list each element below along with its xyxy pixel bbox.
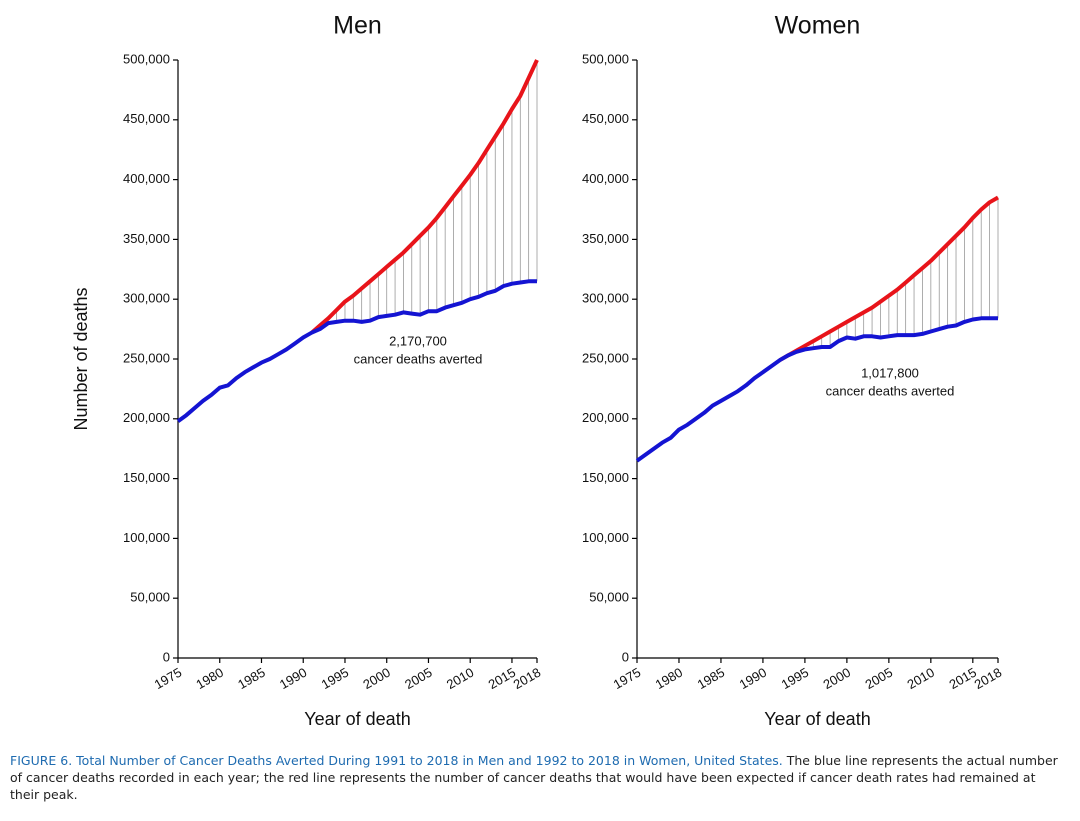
y-tick-label: 300,000 (123, 291, 170, 306)
annotation: 2,170,700 (389, 333, 447, 348)
x-tick-label: 1995 (319, 665, 352, 692)
caption-label: FIGURE 6. Total Number of Cancer Deaths … (10, 753, 783, 768)
chart-title: Women (775, 12, 861, 40)
charts: Men 0 50,000 100,000 150,000 200,000 250,000 30… (71, 12, 1005, 729)
x-tick-label: 1980 (653, 665, 686, 692)
y-tick-label: 500,000 (582, 51, 629, 66)
x-axis-label: Year of death (764, 709, 870, 729)
x-tick-label: 1975 (152, 665, 185, 692)
y-tick-label: 200,000 (582, 410, 629, 425)
x-tick-label: 1985 (235, 665, 268, 692)
y-tick-label: 450,000 (123, 111, 170, 126)
y-tick-label: 0 (163, 649, 170, 664)
x-tick-label: 1990 (737, 665, 770, 692)
y-tick-label: 350,000 (582, 231, 629, 246)
x-tick-label: 2000 (821, 665, 854, 692)
y-tick-label: 100,000 (582, 530, 629, 545)
x-axis-label: Year of death (304, 709, 410, 729)
y-tick-label: 400,000 (123, 171, 170, 186)
annotation: cancer deaths averted (826, 383, 955, 398)
annotation: cancer deaths averted (354, 351, 483, 366)
y-tick-label: 150,000 (582, 470, 629, 485)
y-tick-label: 50,000 (589, 590, 629, 605)
annotation: 1,017,800 (861, 365, 919, 380)
y-tick-label: 250,000 (582, 350, 629, 365)
caption-text: The blue line represents the actual numb… (10, 753, 1058, 802)
x-tick-label: 1985 (695, 665, 728, 692)
x-tick-label: 2000 (360, 665, 393, 692)
y-tick-label: 500,000 (123, 51, 170, 66)
x-tick-label: 2010 (905, 665, 938, 692)
y-tick-label: 150,000 (123, 470, 170, 485)
x-tick-label: 1980 (193, 665, 226, 692)
y-tick-label: 0 (622, 649, 629, 664)
y-tick-label: 400,000 (582, 171, 629, 186)
series-line (635, 316, 998, 463)
x-tick-label: 1995 (779, 665, 812, 692)
y-tick-label: 50,000 (130, 590, 170, 605)
x-tick-label: 2018 (972, 665, 1005, 692)
x-tick-label: 2010 (444, 665, 477, 692)
x-tick-label: 2005 (863, 665, 896, 692)
y-tick-label: 200,000 (123, 410, 170, 425)
y-tick-label: 250,000 (123, 350, 170, 365)
x-tick-label: 2018 (511, 665, 544, 692)
y-tick-label: 350,000 (123, 231, 170, 246)
caption: FIGURE 6. Total Number of Cancer Deaths … (10, 752, 1068, 803)
series-line (176, 279, 537, 423)
x-tick-label: 2005 (402, 665, 435, 692)
y-tick-label: 100,000 (123, 530, 170, 545)
chart-title: Men (333, 12, 382, 40)
x-tick-label: 1975 (611, 665, 644, 692)
y-tick-label: 300,000 (582, 291, 629, 306)
x-tick-label: 1990 (277, 665, 310, 692)
y-tick-label: 450,000 (582, 111, 629, 126)
series-line (778, 195, 999, 362)
series-line (310, 59, 539, 335)
y-axis-label: Number of deaths (71, 287, 91, 430)
